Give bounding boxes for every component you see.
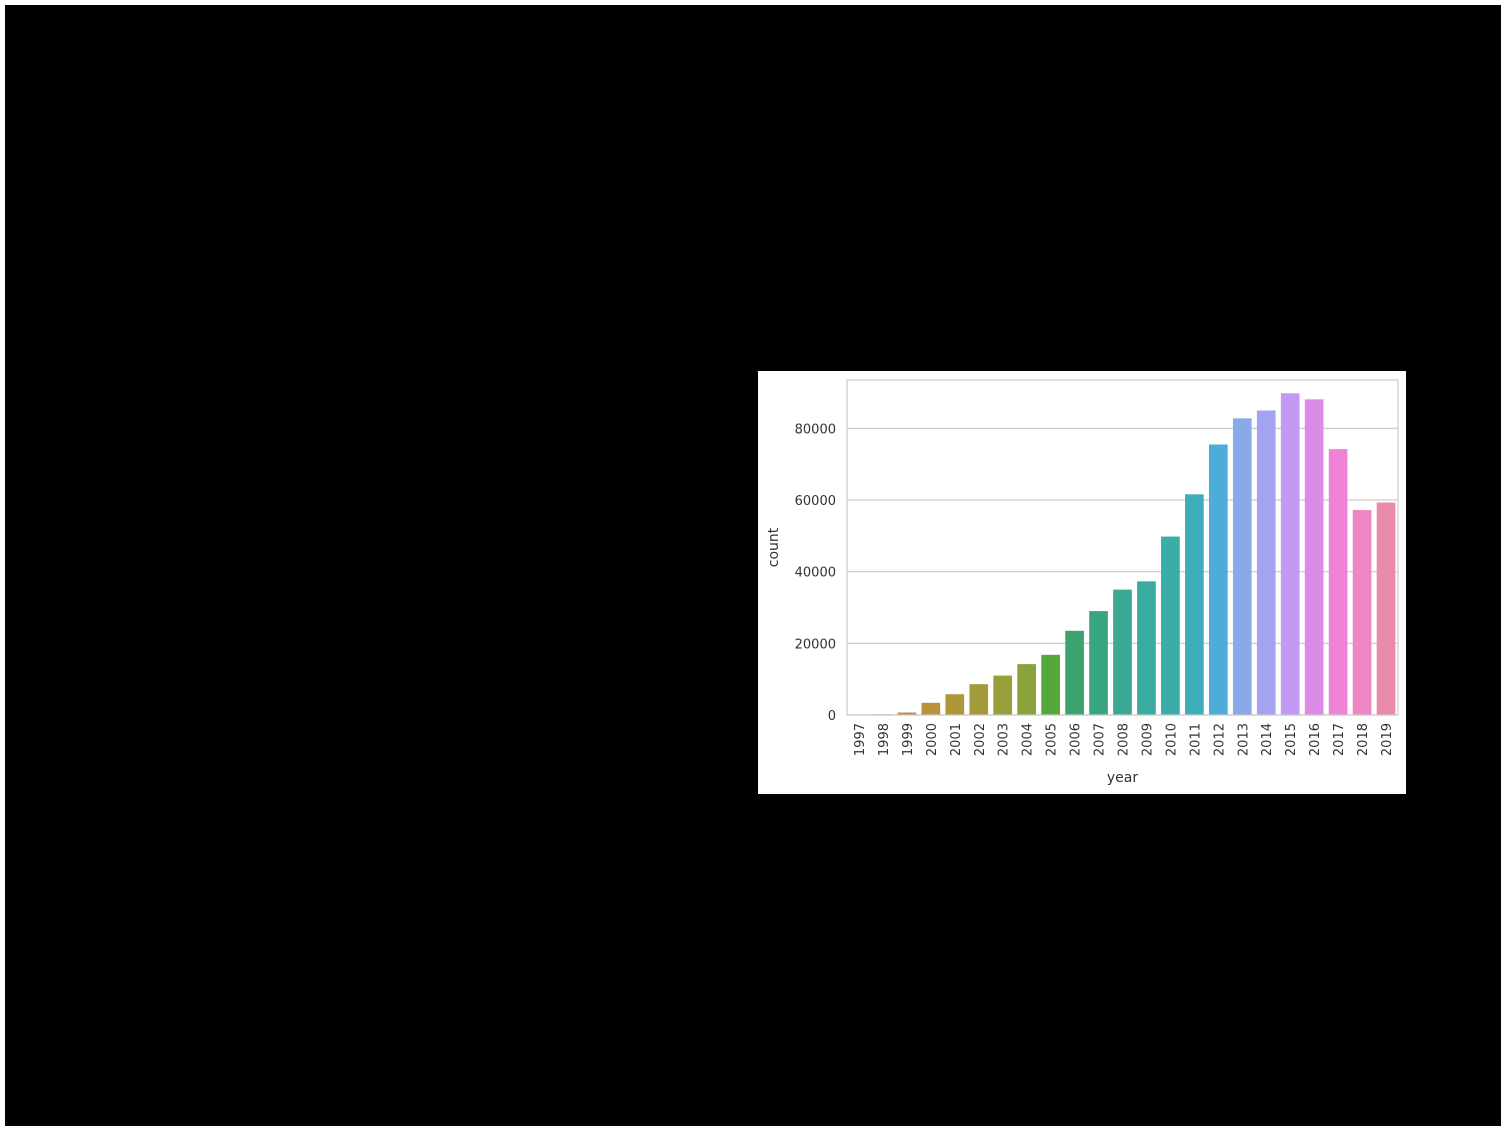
bar-2012 <box>1208 444 1228 715</box>
bar-2019 <box>1376 502 1396 715</box>
x-tick-labels: 1997 1998 1999 2000 2001 2002 2003 2004 2005 2006… <box>853 723 1395 756</box>
x-tick-label: 2007 <box>1093 723 1108 756</box>
bar-2009 <box>1137 581 1156 715</box>
x-tick-label: 2016 <box>1308 723 1323 756</box>
bar-2001 <box>945 694 965 715</box>
x-tick-label: 2004 <box>1021 723 1036 756</box>
bar-2003 <box>993 675 1013 715</box>
x-tick-label: 2018 <box>1356 723 1371 756</box>
x-tick-label: 2006 <box>1069 723 1084 756</box>
x-tick-label: 2008 <box>1117 723 1132 756</box>
x-tick-label: 2000 <box>925 723 940 756</box>
bar-2015 <box>1280 393 1300 715</box>
x-tick-label: 2005 <box>1045 723 1060 756</box>
y-tick-label: 80000 <box>795 422 836 437</box>
bar-chart: 0 20000 40000 60000 80000 1997 1998 1999 2000 20… <box>766 379 1399 786</box>
bar-2004 <box>1017 664 1037 715</box>
bar-2018 <box>1352 510 1372 715</box>
y-tick-label: 40000 <box>795 566 836 581</box>
y-axis-title: count <box>766 527 782 567</box>
bar-2006 <box>1065 630 1084 715</box>
x-tick-label: 2012 <box>1212 723 1227 756</box>
bars <box>849 393 1396 715</box>
plot-frame <box>846 379 1399 716</box>
bar-2016 <box>1304 399 1324 715</box>
bar-1999 <box>897 712 917 715</box>
bar-2010 <box>1161 536 1180 715</box>
dark-background: 0 20000 40000 60000 80000 1997 1998 1999 2000 20… <box>5 5 1501 1126</box>
bar-2008 <box>1113 589 1132 715</box>
bar-2013 <box>1232 418 1252 715</box>
x-tick-label: 1998 <box>877 723 892 756</box>
bar-2017 <box>1328 449 1348 715</box>
x-tick-label: 2010 <box>1164 723 1179 756</box>
x-tick-label: 2015 <box>1284 723 1299 756</box>
y-tick-labels: 0 20000 40000 60000 80000 <box>795 422 836 724</box>
bar-chart-card: 0 20000 40000 60000 80000 1997 1998 1999 2000 20… <box>758 371 1406 794</box>
x-tick-label: 2003 <box>997 723 1012 756</box>
x-tick-label: 2014 <box>1260 723 1275 756</box>
y-tick-label: 0 <box>828 709 836 724</box>
x-tick-label: 1999 <box>901 723 916 756</box>
x-tick-label: 2009 <box>1140 723 1155 756</box>
bar-2011 <box>1185 494 1204 715</box>
x-tick-label: 1997 <box>853 723 868 756</box>
x-tick-label: 2001 <box>949 723 964 756</box>
x-tick-label: 2019 <box>1380 723 1395 756</box>
x-tick-label: 2017 <box>1332 723 1347 756</box>
bar-2007 <box>1089 611 1108 715</box>
x-tick-label: 2013 <box>1236 723 1251 756</box>
y-tick-label: 20000 <box>795 637 836 652</box>
y-tick-label: 60000 <box>795 494 836 509</box>
x-axis-title: year <box>1107 770 1138 786</box>
bar-2005 <box>1041 654 1060 715</box>
bar-2014 <box>1256 410 1276 715</box>
x-tick-label: 2002 <box>973 723 988 756</box>
bar-2002 <box>969 684 989 715</box>
bar-2000 <box>921 702 941 715</box>
x-tick-label: 2011 <box>1188 723 1203 756</box>
